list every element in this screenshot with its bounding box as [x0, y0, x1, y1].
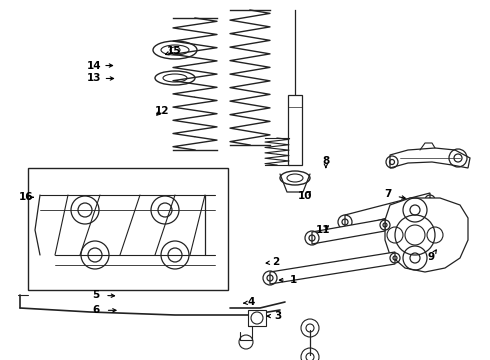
Polygon shape — [390, 148, 470, 168]
Polygon shape — [312, 219, 385, 244]
Text: 15: 15 — [167, 46, 181, 57]
Polygon shape — [270, 252, 395, 284]
Bar — [28, 168, 228, 290]
Polygon shape — [248, 310, 266, 326]
Polygon shape — [385, 198, 468, 272]
Text: 6: 6 — [93, 305, 99, 315]
Text: 3: 3 — [275, 311, 282, 321]
Text: 7: 7 — [384, 189, 392, 199]
Text: 13: 13 — [87, 73, 101, 84]
Text: 11: 11 — [316, 225, 331, 235]
Text: 10: 10 — [298, 191, 313, 201]
Text: 1: 1 — [290, 275, 296, 285]
Text: 8: 8 — [322, 156, 329, 166]
Polygon shape — [288, 95, 302, 165]
Text: 12: 12 — [154, 106, 169, 116]
Text: 16: 16 — [19, 192, 33, 202]
Text: 5: 5 — [93, 290, 99, 300]
Text: 4: 4 — [247, 297, 255, 307]
Text: 9: 9 — [428, 252, 435, 262]
Text: 14: 14 — [87, 60, 101, 71]
Text: 2: 2 — [272, 257, 279, 267]
Polygon shape — [345, 193, 430, 229]
